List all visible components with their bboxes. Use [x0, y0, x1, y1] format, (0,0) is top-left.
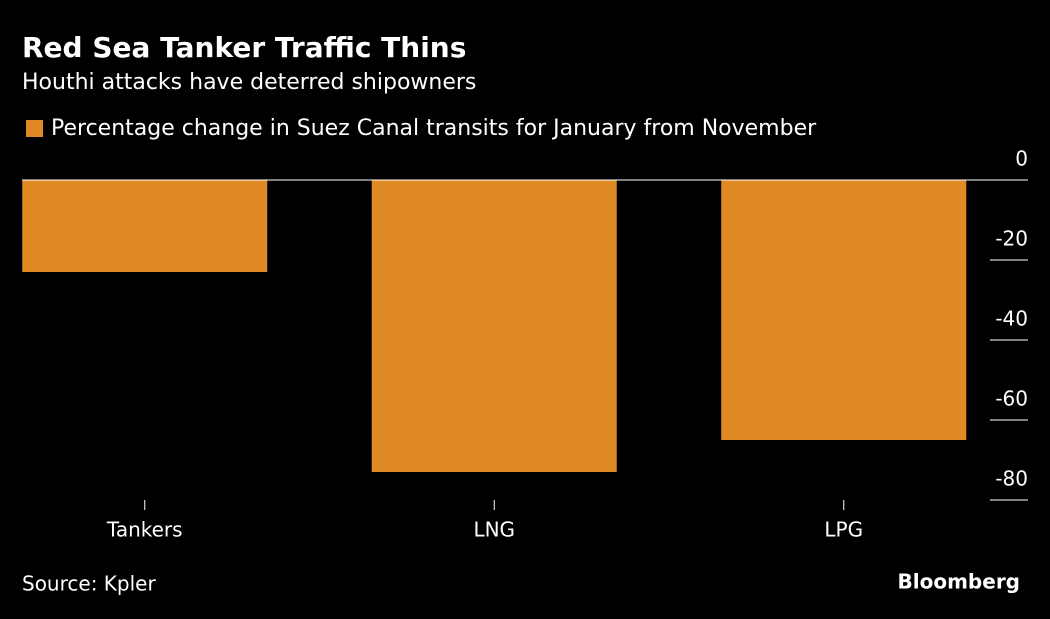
bar — [371, 180, 617, 472]
y-tick-label: 0 — [1015, 147, 1028, 171]
source: Source: Kpler — [22, 572, 156, 596]
y-tick-label: -40 — [995, 307, 1028, 331]
bar — [721, 180, 967, 440]
legend-label: Percentage change in Suez Canal transits… — [51, 116, 817, 141]
chart-title: Red Sea Tanker Traffic Thins — [22, 31, 466, 64]
y-tick-label: -20 — [995, 227, 1028, 251]
brand: Bloomberg — [898, 570, 1020, 594]
y-tick-label: -60 — [995, 387, 1028, 411]
y-tick-label: -80 — [995, 467, 1028, 491]
x-tick-label: LNG — [473, 518, 515, 542]
bar — [22, 180, 268, 272]
legend-swatch — [26, 120, 43, 137]
x-tick-label: LPG — [824, 518, 863, 542]
chart-subtitle: Houthi attacks have deterred shipowners — [22, 70, 476, 95]
x-tick-label: Tankers — [106, 518, 183, 542]
